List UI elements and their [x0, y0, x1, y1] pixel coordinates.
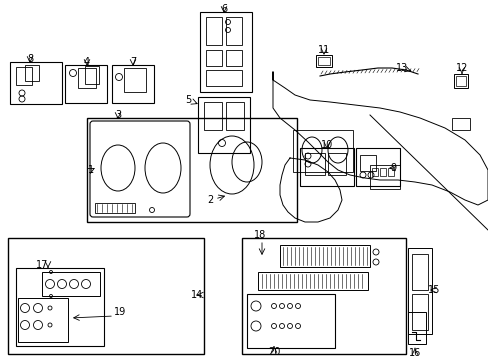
Bar [379, 168, 385, 176]
Text: 5: 5 [184, 95, 191, 105]
Bar [16, 268, 104, 346]
Text: 4: 4 [84, 57, 90, 67]
Bar [225, 50, 242, 66]
Text: 17: 17 [36, 260, 48, 270]
Bar [453, 74, 467, 88]
Text: 13: 13 [395, 63, 407, 73]
Bar [246, 294, 334, 348]
Text: 16: 16 [408, 348, 420, 358]
Text: 1: 1 [88, 165, 94, 175]
Bar [355, 148, 399, 186]
Bar [359, 155, 375, 171]
Text: 19: 19 [114, 307, 126, 317]
Text: 12: 12 [455, 63, 467, 73]
Bar [371, 168, 377, 176]
Bar [242, 238, 405, 354]
Bar [225, 102, 244, 130]
Bar [112, 65, 154, 103]
Bar [411, 254, 427, 290]
Bar [369, 165, 399, 189]
Text: 2: 2 [206, 195, 213, 205]
Text: 18: 18 [253, 230, 265, 240]
Bar [205, 17, 222, 45]
Bar [280, 245, 369, 267]
Text: 9: 9 [389, 163, 395, 173]
Bar [200, 12, 251, 92]
Bar [315, 55, 331, 67]
Bar [387, 168, 393, 176]
Text: 8: 8 [27, 54, 33, 64]
Bar [205, 70, 242, 86]
Bar [8, 238, 203, 354]
Bar [95, 203, 135, 213]
Bar [203, 102, 222, 130]
Bar [292, 130, 352, 172]
Bar [16, 67, 32, 85]
Bar [65, 65, 107, 103]
Bar [87, 118, 296, 222]
Bar [78, 68, 96, 88]
Bar [317, 57, 329, 65]
Bar [305, 153, 325, 175]
Bar [407, 312, 425, 344]
Bar [411, 294, 427, 330]
Text: 3: 3 [115, 110, 121, 120]
Bar [198, 97, 249, 153]
Text: 6: 6 [221, 4, 226, 14]
Text: 14: 14 [190, 290, 203, 300]
Text: 20: 20 [267, 347, 280, 357]
Bar [407, 248, 431, 334]
Text: 15: 15 [427, 285, 439, 295]
Bar [258, 272, 367, 290]
Bar [327, 153, 346, 175]
Bar [451, 118, 469, 130]
Bar [225, 17, 242, 45]
Bar [42, 272, 100, 296]
Bar [85, 66, 99, 84]
Text: 10: 10 [320, 140, 332, 150]
Bar [18, 298, 68, 342]
Text: 11: 11 [317, 45, 329, 55]
Bar [10, 62, 62, 104]
Bar [455, 76, 465, 86]
Bar [299, 148, 353, 186]
Bar [205, 50, 222, 66]
Text: 7: 7 [130, 57, 136, 67]
Bar [124, 68, 146, 92]
Bar [25, 65, 39, 81]
